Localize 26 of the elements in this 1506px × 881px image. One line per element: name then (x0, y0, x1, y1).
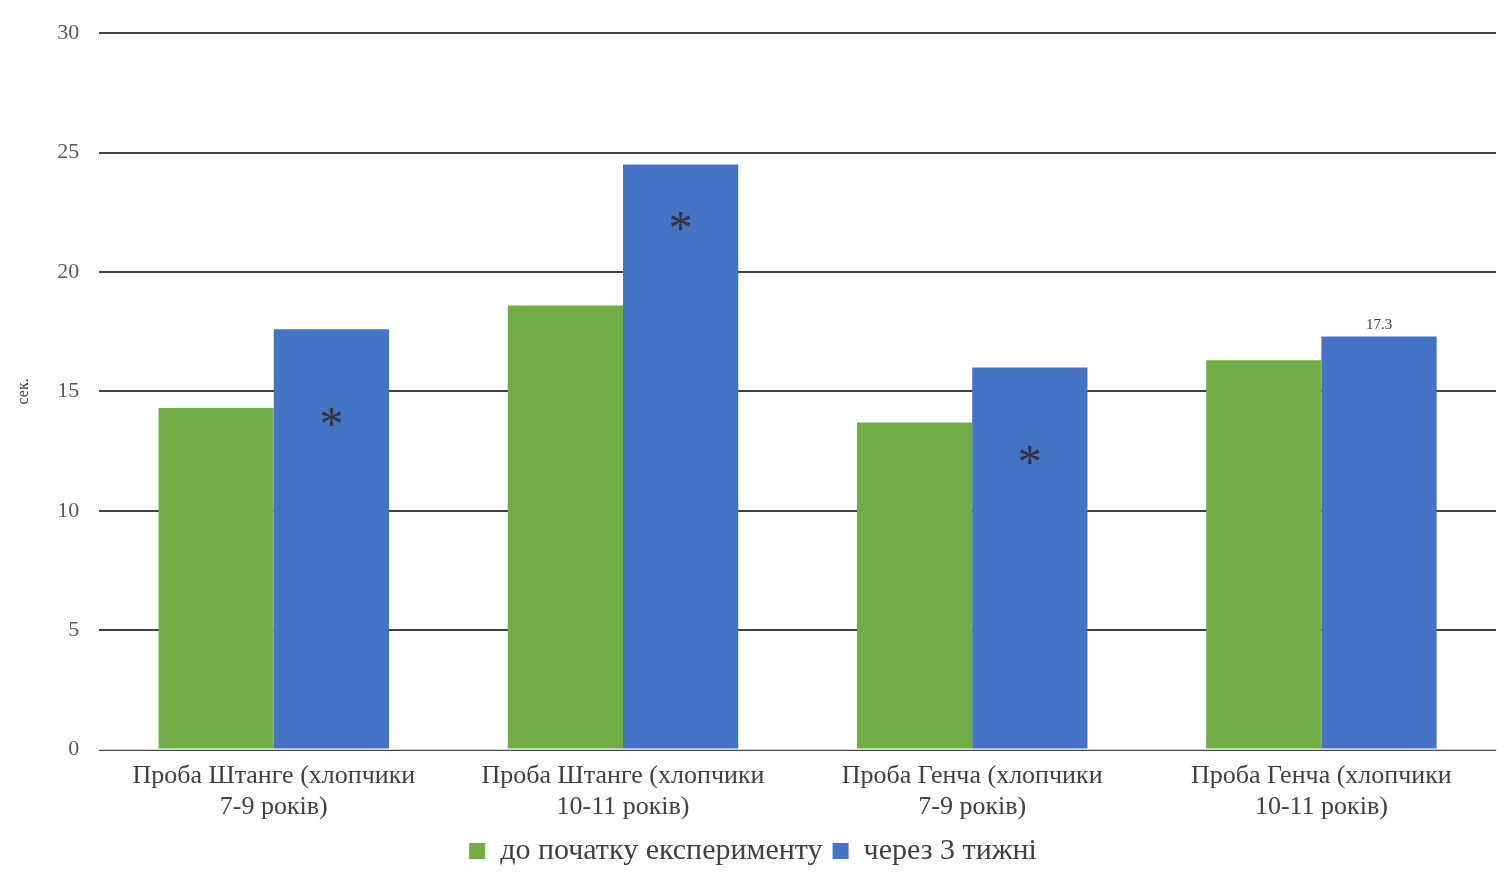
y-tick-label: 5 (68, 615, 80, 641)
x-tick-label: Проба Генча (хлопчики 10-11 років) (1191, 760, 1452, 821)
annotation: * (319, 396, 344, 450)
bar (507, 305, 623, 749)
y-tick-label: 10 (57, 496, 80, 522)
bar (856, 422, 973, 749)
bar (972, 367, 1088, 749)
legend-label: через 3 тижні (863, 831, 1037, 865)
y-tick-label: 25 (57, 138, 80, 164)
bar (623, 164, 739, 749)
legend-label: до початку експерименту (500, 831, 823, 865)
y-tick-label: 0 (68, 735, 80, 761)
bar (273, 329, 390, 749)
x-tick-label: Проба Генча (хлопчики 7-9 років) (841, 760, 1103, 821)
y-axis-title: сек. (13, 378, 31, 405)
bar (1206, 360, 1322, 749)
y-tick-label: 30 (57, 18, 80, 44)
annotation: * (1017, 435, 1042, 489)
bar (1321, 336, 1437, 749)
y-tick-label: 15 (57, 377, 80, 403)
annotation: * (668, 201, 693, 255)
y-tick-label: 20 (57, 257, 80, 283)
x-tick-label: Проба Штанге (хлопчики 10-11 років) (481, 760, 765, 821)
bar (158, 408, 274, 749)
data-label: 17.3 (1365, 315, 1393, 332)
x-tick-label: Проба Штанге (хлопчики 7-9 років) (132, 760, 416, 821)
